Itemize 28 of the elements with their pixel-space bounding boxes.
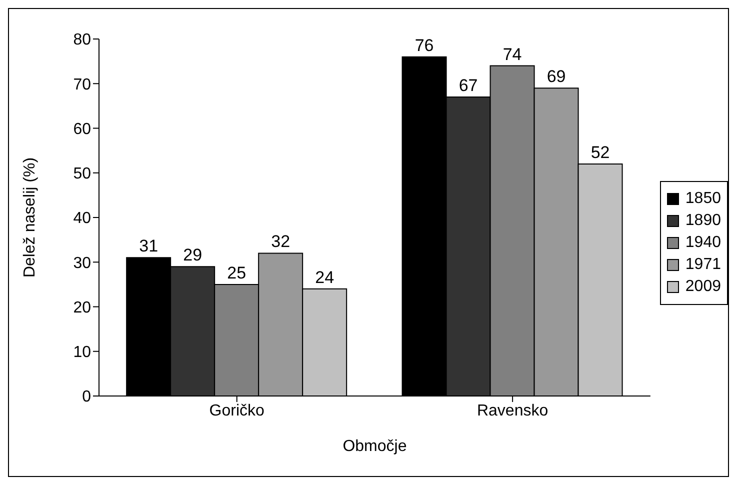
legend-label: 2009	[685, 278, 721, 296]
y-tick-label: 80	[73, 32, 92, 49]
y-tick-label: 10	[73, 344, 92, 362]
data-label: 31	[139, 236, 158, 256]
legend-label: 1971	[685, 256, 721, 274]
data-label: 25	[227, 263, 246, 282]
y-axis-title: Delež naselij (%)	[22, 157, 39, 278]
data-label: 67	[458, 76, 478, 96]
legend-label: 1890	[685, 212, 721, 230]
y-tick-label: 20	[73, 299, 92, 316]
y-tick-label: 60	[73, 120, 92, 138]
data-label: 29	[183, 246, 202, 265]
y-tick-label: 30	[73, 254, 92, 272]
y-tick-label: 70	[73, 76, 92, 94]
data-label: 32	[271, 232, 290, 252]
legend-label: 1850	[685, 190, 721, 208]
legend-label: 1940	[685, 234, 721, 252]
x-tick-label: Ravensko	[476, 402, 548, 420]
x-axis-title: Območje	[342, 438, 407, 455]
data-label: 24	[315, 268, 334, 287]
data-label: 76	[414, 36, 434, 55]
y-tick-label: 40	[73, 210, 92, 228]
x-tick-label: Goričko	[209, 402, 265, 420]
y-tick-label: 50	[73, 166, 92, 183]
data-label: 74	[502, 44, 522, 64]
data-label: 52	[590, 142, 610, 162]
y-tick-label: 0	[82, 388, 92, 406]
data-label: 69	[546, 67, 566, 86]
